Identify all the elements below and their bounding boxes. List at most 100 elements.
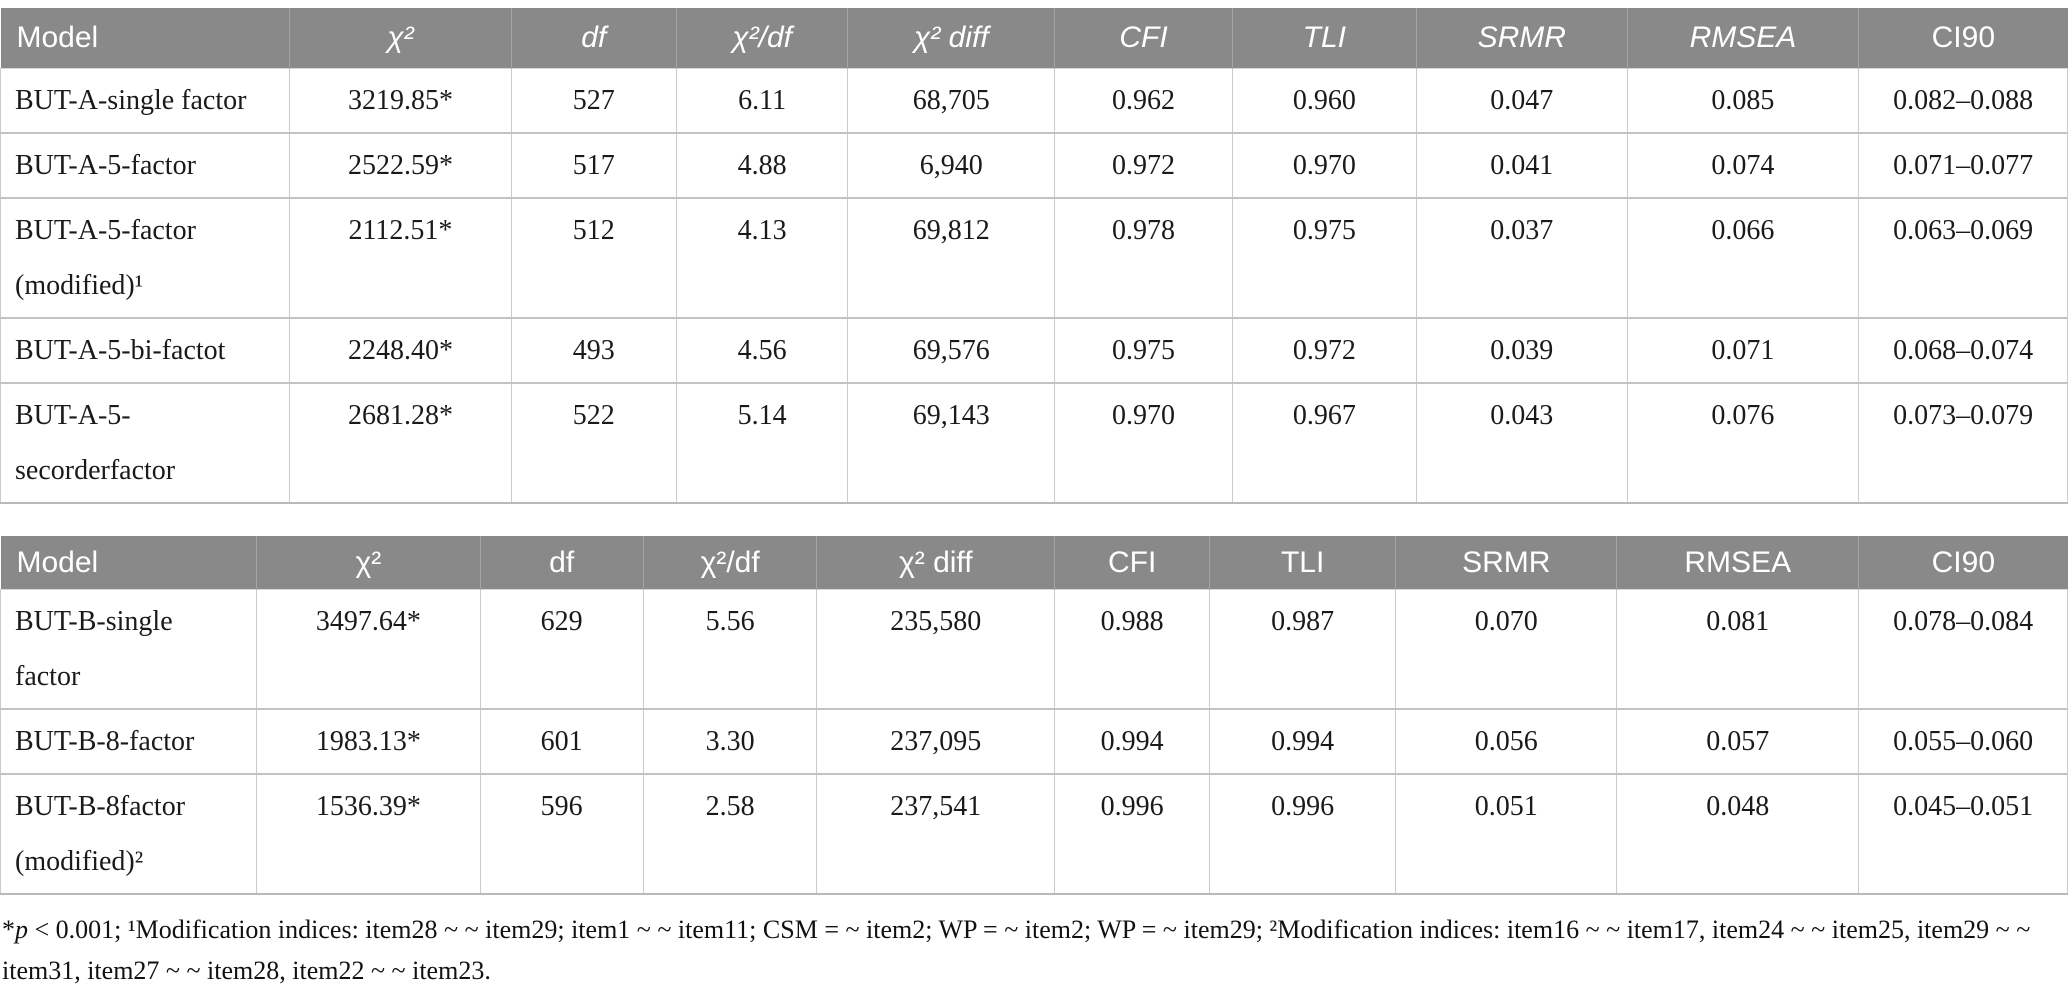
model-name-cell: BUT-A-5- secorderfactor <box>0 382 291 504</box>
column-header-tli: TLI <box>1209 536 1397 590</box>
table-cell: 0.972 <box>1231 317 1417 384</box>
table-cell: 0.082–0.088 <box>1858 68 2068 134</box>
table-cell: 517 <box>510 132 677 199</box>
table-cell: 0.970 <box>1054 382 1233 504</box>
table-cell: 6.11 <box>675 68 849 134</box>
table-cell: 522 <box>510 382 677 504</box>
table-cell: 3497.64* <box>256 589 481 710</box>
table-cell: 2522.59* <box>289 132 512 199</box>
table-cell: 0.041 <box>1415 132 1628 199</box>
model-name-cell: BUT-B-8factor (modified)² <box>0 773 258 895</box>
model-fit-table-but-b: Model χ² df χ²/df χ² diff CFI TLI SRMR R… <box>0 536 2068 895</box>
table-cell: 0.081 <box>1616 589 1860 710</box>
table-cell: 1536.39* <box>256 773 481 895</box>
table-cell: 237,541 <box>816 773 1056 895</box>
table-cell: 0.975 <box>1054 317 1233 384</box>
table-cell: 6,940 <box>847 132 1056 199</box>
table-row: BUT-A-5-factor 2522.59* 517 4.88 6,940 0… <box>0 132 2068 199</box>
table-cell: 3219.85* <box>289 68 512 134</box>
column-header-srmr: SRMR <box>1395 536 1618 590</box>
footnote-text: < 0.001; ¹Modification indices: item28 ~… <box>2 915 2031 985</box>
table-cell: 0.994 <box>1209 708 1397 775</box>
table-cell: 0.988 <box>1054 589 1211 710</box>
column-header-chi2: χ² <box>289 8 512 69</box>
column-header-df: df <box>479 536 644 590</box>
table-cell: 68,705 <box>847 68 1056 134</box>
table-cell: 237,095 <box>816 708 1056 775</box>
model-fit-table-but-a: Model χ² df χ²/df χ² diff CFI TLI SRMR R… <box>0 8 2068 504</box>
table-cell: 0.960 <box>1231 68 1417 134</box>
table-row: BUT-A-5-factor (modified)¹ 2112.51* 512 … <box>0 197 2068 319</box>
column-header-df: df <box>510 8 677 69</box>
table-cell: 4.56 <box>675 317 849 384</box>
table-cell: 0.996 <box>1054 773 1211 895</box>
table-cell: 0.056 <box>1395 708 1618 775</box>
table-cell: 0.043 <box>1415 382 1628 504</box>
table-cell: 629 <box>479 589 644 710</box>
table-cell: 596 <box>479 773 644 895</box>
header-row: Model χ² df χ²/df χ² diff CFI TLI SRMR R… <box>0 8 2068 69</box>
table-cell: 0.996 <box>1209 773 1397 895</box>
table-cell: 2.58 <box>642 773 818 895</box>
significance-star: * <box>2 915 15 944</box>
table-cell: 0.063–0.069 <box>1858 197 2068 319</box>
table-cell: 0.994 <box>1054 708 1211 775</box>
column-header-rmsea: RMSEA <box>1626 8 1860 69</box>
table-cell: 0.970 <box>1231 132 1417 199</box>
table-cell: 0.037 <box>1415 197 1628 319</box>
model-name-cell: BUT-B-8-factor <box>0 708 258 775</box>
column-header-chi2-df: χ²/df <box>642 536 818 590</box>
column-header-tli: TLI <box>1231 8 1417 69</box>
table-cell: 0.070 <box>1395 589 1618 710</box>
table-cell: 0.078–0.084 <box>1858 589 2068 710</box>
model-name-cell: BUT-A-single factor <box>0 68 291 134</box>
table-row: BUT-B-single factor 3497.64* 629 5.56 23… <box>0 589 2068 710</box>
table-cell: 0.978 <box>1054 197 1233 319</box>
table-cell: 0.076 <box>1626 382 1860 504</box>
column-header-chi2: χ² <box>256 536 481 590</box>
column-header-chi2-diff: χ² diff <box>847 8 1056 69</box>
column-header-cfi: CFI <box>1054 536 1211 590</box>
table-cell: 4.88 <box>675 132 849 199</box>
model-name-cell: BUT-A-5-factor <box>0 132 291 199</box>
table-cell: 601 <box>479 708 644 775</box>
table-cell: 3.30 <box>642 708 818 775</box>
table-cell: 2248.40* <box>289 317 512 384</box>
table-cell: 0.972 <box>1054 132 1233 199</box>
table-row: BUT-A-5- secorderfactor 2681.28* 522 5.1… <box>0 382 2068 504</box>
table-cell: 69,143 <box>847 382 1056 504</box>
table-cell: 0.071–0.077 <box>1858 132 2068 199</box>
table-row: BUT-B-8-factor 1983.13* 601 3.30 237,095… <box>0 708 2068 775</box>
model-name-cell: BUT-B-single factor <box>0 589 258 710</box>
table-cell: 0.073–0.079 <box>1858 382 2068 504</box>
table-cell: 69,576 <box>847 317 1056 384</box>
table-cell: 5.56 <box>642 589 818 710</box>
column-header-model: Model <box>0 536 258 590</box>
table-cell: 0.962 <box>1054 68 1233 134</box>
table-row: BUT-B-8factor (modified)² 1536.39* 596 2… <box>0 773 2068 895</box>
table-cell: 0.055–0.060 <box>1858 708 2068 775</box>
table-cell: 0.048 <box>1616 773 1860 895</box>
column-header-model: Model <box>0 8 291 69</box>
table-cell: 0.066 <box>1626 197 1860 319</box>
table-cell: 0.051 <box>1395 773 1618 895</box>
table-cell: 527 <box>510 68 677 134</box>
table-cell: 493 <box>510 317 677 384</box>
table-cell: 2681.28* <box>289 382 512 504</box>
column-header-chi2-diff: χ² diff <box>816 536 1056 590</box>
table-row: BUT-A-5-bi-factot 2248.40* 493 4.56 69,5… <box>0 317 2068 384</box>
column-header-ci90: CI90 <box>1858 536 2068 590</box>
header-row: Model χ² df χ²/df χ² diff CFI TLI SRMR R… <box>0 536 2068 590</box>
table-cell: 4.13 <box>675 197 849 319</box>
table-cell: 0.068–0.074 <box>1858 317 2068 384</box>
table-cell: 69,812 <box>847 197 1056 319</box>
table-cell: 512 <box>510 197 677 319</box>
column-header-rmsea: RMSEA <box>1616 536 1860 590</box>
model-name-cell: BUT-A-5-bi-factot <box>0 317 291 384</box>
table-cell: 0.039 <box>1415 317 1628 384</box>
table-cell: 5.14 <box>675 382 849 504</box>
table-cell: 1983.13* <box>256 708 481 775</box>
table-cell: 0.057 <box>1616 708 1860 775</box>
